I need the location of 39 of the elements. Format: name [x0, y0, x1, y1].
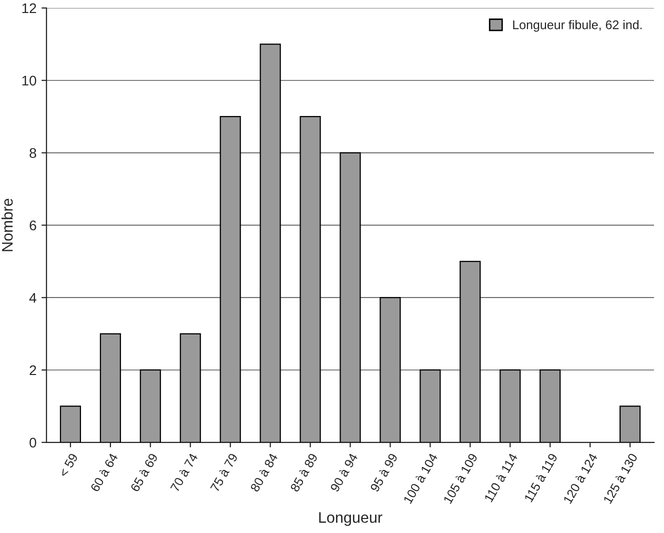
bar: [300, 116, 321, 442]
bar: [340, 152, 361, 442]
x-tick-label: 65 à 69: [130, 452, 158, 492]
bar: [180, 333, 201, 442]
bar: [620, 406, 641, 442]
bar: [380, 297, 401, 442]
x-tick-label: 95 à 99: [370, 452, 398, 492]
x-tick-label: 60 à 64: [90, 452, 118, 492]
y-tick-label: 2: [30, 365, 36, 376]
bar: [140, 369, 161, 442]
x-tick-label: 100 à 104: [402, 452, 438, 504]
bar: [260, 44, 281, 442]
y-tick-label: 4: [29, 293, 36, 303]
legend-label: Longueur fibule, 62 ind.: [513, 20, 642, 32]
x-tick-label: 110 à 114: [484, 452, 518, 502]
bar: [540, 369, 561, 442]
y-tick-label: 0: [30, 438, 36, 448]
x-tick-label: 75 à 79: [210, 452, 238, 492]
x-tick-label: < 59: [58, 452, 78, 478]
y-tick-label: 10: [22, 76, 36, 86]
x-tick-label: 115 à 119: [524, 452, 558, 502]
y-axis-title: Nombre: [2, 198, 13, 252]
y-tick-label: 6: [30, 220, 36, 230]
x-tick-label: 70 à 74: [170, 452, 198, 492]
x-axis-title: Longueur: [319, 512, 382, 526]
y-tick-label: 8: [30, 148, 36, 158]
x-tick-label: 85 à 89: [290, 452, 318, 492]
bar: [500, 369, 521, 442]
bar: [420, 369, 441, 442]
x-tick-label: 80 à 84: [250, 452, 278, 492]
x-tick-label: 105 à 109: [442, 452, 478, 504]
y-tick-label: 12: [22, 3, 36, 14]
bar: [60, 406, 82, 442]
x-tick-label: 125 à 130: [602, 452, 638, 504]
bar: [460, 260, 481, 442]
bar: [100, 333, 121, 442]
x-tick-label: 120 à 124: [562, 452, 598, 504]
x-tick-label: 90 à 94: [330, 452, 358, 492]
bar: [220, 116, 241, 442]
